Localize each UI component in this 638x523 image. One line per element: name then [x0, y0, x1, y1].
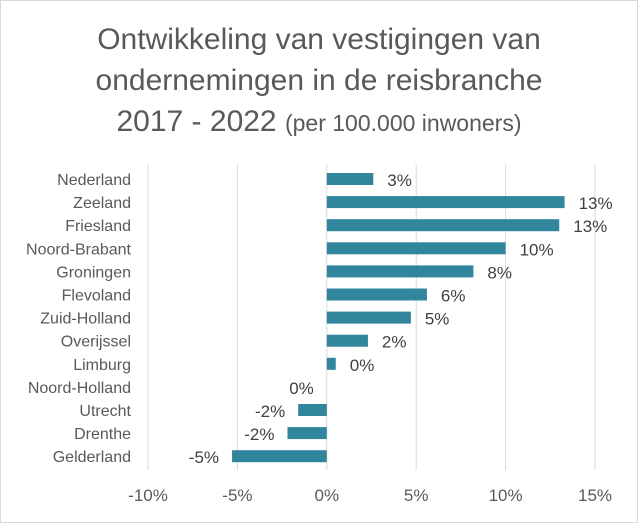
data-label: 3% [387, 171, 412, 190]
data-label: 0% [289, 379, 314, 398]
x-tick-label: -10% [128, 486, 168, 505]
data-label: -5% [189, 448, 219, 467]
category-label: Zeeland [73, 195, 131, 212]
x-tick-label: 5% [404, 486, 429, 505]
bar [298, 404, 327, 416]
bar [326, 196, 565, 209]
data-label: 8% [487, 263, 512, 282]
data-label: -2% [244, 425, 274, 444]
data-label: 13% [579, 194, 613, 213]
category-label: Overijssel [61, 334, 131, 351]
bar [326, 288, 427, 301]
category-label: Nederland [57, 172, 131, 189]
bar [326, 357, 336, 370]
x-tick-label: -5% [222, 486, 252, 505]
data-label: 6% [441, 287, 466, 306]
category-label: Flevoland [62, 288, 131, 305]
bar [326, 311, 411, 324]
bar [326, 265, 474, 278]
chart-title-years: 2017 - 2022 [116, 105, 277, 138]
category-label: Noord-Holland [28, 380, 131, 397]
category-label: Utrecht [79, 403, 131, 420]
category-label: Groningen [56, 264, 131, 281]
category-label: Gelderland [53, 449, 131, 466]
bar [326, 242, 506, 255]
category-label: Noord-Brabant [26, 241, 132, 258]
bar [287, 427, 327, 440]
category-label: Limburg [73, 357, 131, 374]
data-label: 10% [520, 240, 554, 259]
bar [326, 173, 374, 185]
chart-title-line-2: ondernemingen in de reisbranche [95, 64, 543, 97]
chart-title-line-1: Ontwikkeling van vestigingen van [97, 23, 541, 56]
data-label: 0% [350, 356, 375, 375]
x-tick-label: 15% [578, 486, 612, 505]
data-label: 13% [573, 217, 607, 236]
category-label: Zuid-Holland [40, 311, 131, 328]
category-label: Drenthe [74, 426, 131, 443]
bar [326, 334, 368, 347]
category-label: Friesland [65, 218, 131, 235]
data-label: -2% [255, 402, 285, 421]
data-label: 2% [382, 333, 407, 352]
x-tick-label: 10% [489, 486, 523, 505]
x-tick-label: 0% [315, 486, 340, 505]
bar [232, 450, 327, 463]
chart-title-line-3: 2017 - 2022 (per 100.000 inwoners) [0, 102, 638, 143]
data-label: 5% [425, 310, 450, 329]
chart-title-unit: (per 100.000 inwoners) [284, 110, 522, 136]
bar [326, 219, 560, 232]
